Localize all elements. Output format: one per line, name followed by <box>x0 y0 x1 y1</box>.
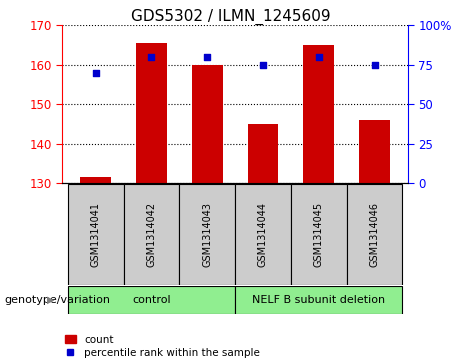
Bar <box>136 43 167 183</box>
Point <box>259 62 266 68</box>
FancyBboxPatch shape <box>235 286 402 314</box>
Legend: count, percentile rank within the sample: count, percentile rank within the sample <box>65 335 260 358</box>
FancyBboxPatch shape <box>179 184 235 285</box>
Bar <box>303 45 334 183</box>
Text: GDS5302 / ILMN_1245609: GDS5302 / ILMN_1245609 <box>130 9 331 25</box>
FancyBboxPatch shape <box>124 184 179 285</box>
Bar <box>248 124 278 183</box>
Text: GSM1314045: GSM1314045 <box>314 202 324 267</box>
Text: NELF B subunit deletion: NELF B subunit deletion <box>252 295 385 305</box>
Text: ▶: ▶ <box>47 295 54 305</box>
Point <box>92 70 100 76</box>
FancyBboxPatch shape <box>68 286 235 314</box>
Text: control: control <box>132 295 171 305</box>
Point <box>204 54 211 60</box>
FancyBboxPatch shape <box>68 184 124 285</box>
Point <box>148 54 155 60</box>
Point <box>315 54 322 60</box>
Bar <box>192 65 223 183</box>
Bar <box>80 178 111 183</box>
Text: GSM1314042: GSM1314042 <box>147 202 156 267</box>
FancyBboxPatch shape <box>291 184 347 285</box>
Text: GSM1314046: GSM1314046 <box>370 202 379 267</box>
Text: genotype/variation: genotype/variation <box>5 295 111 305</box>
FancyBboxPatch shape <box>347 184 402 285</box>
Text: GSM1314043: GSM1314043 <box>202 202 212 267</box>
Point <box>371 62 378 68</box>
Bar <box>359 120 390 183</box>
FancyBboxPatch shape <box>235 184 291 285</box>
Text: GSM1314044: GSM1314044 <box>258 202 268 267</box>
Text: GSM1314041: GSM1314041 <box>91 202 100 267</box>
